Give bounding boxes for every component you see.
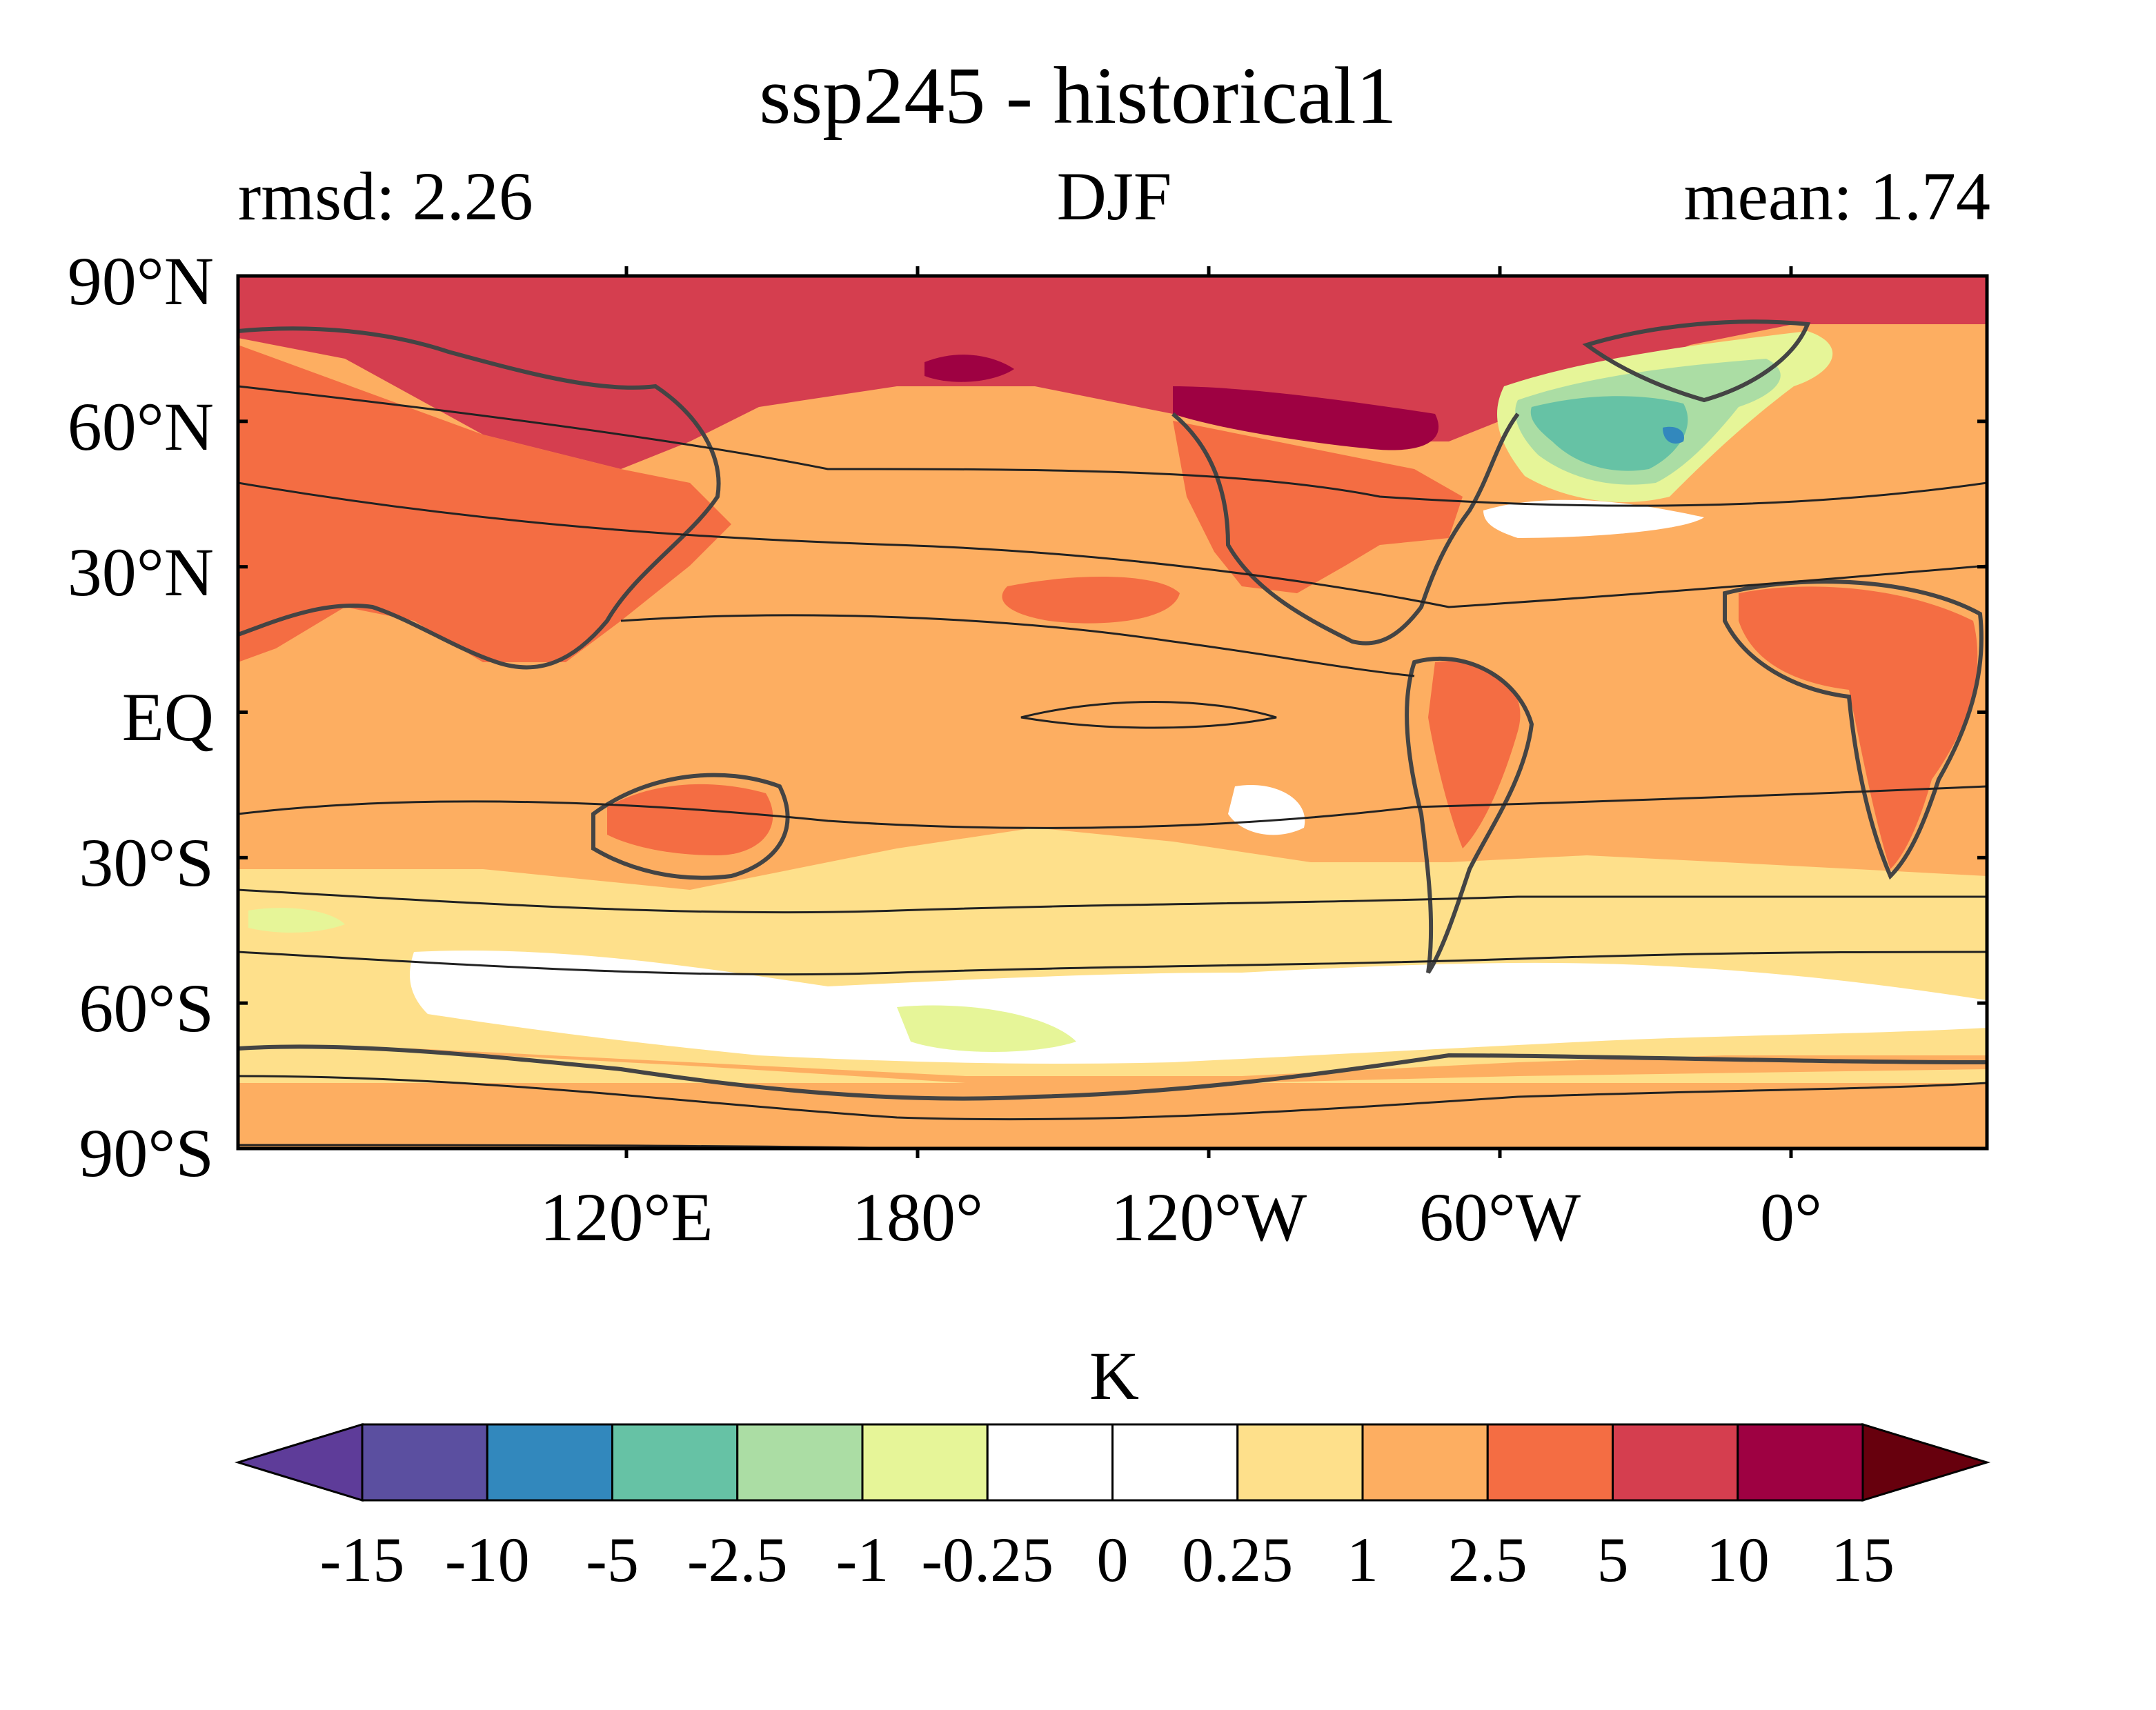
longitude-ticks (624, 266, 1793, 1158)
anomaly-field (238, 276, 1987, 1149)
near-zero-patch (1483, 499, 1704, 538)
north-atlantic-strong-cooling (1530, 396, 1688, 471)
contour-line (238, 888, 1987, 914)
colorbar-tick-label: 1 (1347, 1524, 1378, 1595)
colorbar-bin (1486, 1423, 1614, 1502)
colorbar-tick-label: 5 (1596, 1524, 1629, 1595)
colorbar-bin (736, 1423, 864, 1502)
contours (238, 385, 1987, 1149)
australia-warming (607, 784, 773, 855)
colorbar-tick-label: 2.5 (1447, 1524, 1527, 1595)
lat-label-90n: 90°N (67, 243, 214, 319)
colorbar-bin (1737, 1423, 1864, 1502)
colorbar-tick-label: 0 (1096, 1524, 1129, 1595)
colorbar-bin (1236, 1423, 1364, 1502)
south-america-warming (1428, 661, 1521, 848)
lat-label-90s: 90°S (79, 1115, 214, 1191)
latitude-ticks (238, 274, 1987, 1151)
antarctic-edge (238, 1042, 1987, 1083)
colorbar-tick-label: -1 (835, 1524, 889, 1595)
colorbar-bin (1361, 1423, 1489, 1502)
coastline-greenland (1582, 319, 1811, 403)
lon-label-0: 0° (1760, 1179, 1822, 1255)
colorbar-tick-label: 0.25 (1182, 1524, 1294, 1595)
lat-label-30s: 30°S (79, 824, 214, 901)
strong-warming-region (1173, 386, 1439, 450)
slight-cooling-patch (897, 1005, 1076, 1052)
lon-label-120w: 120°W (1110, 1179, 1307, 1255)
lat-label-60s: 60°S (79, 970, 214, 1046)
colorbar-bin (1612, 1423, 1739, 1502)
colorbar-tick-label: 15 (1831, 1524, 1895, 1595)
africa-warming (1739, 586, 1978, 869)
colorbar-bin (1111, 1423, 1239, 1502)
colorbar-bin (611, 1423, 739, 1502)
colorbar-bin (861, 1423, 989, 1502)
arctic-warming-region (238, 276, 1987, 469)
coastline-antarctica (238, 1044, 1987, 1101)
coastline-north-america (1171, 412, 1520, 646)
colorbar-bin (986, 1423, 1114, 1502)
eurasia-warming (238, 345, 731, 662)
rmsd-label: rmsd: 2.26 (238, 158, 533, 235)
season-label: DJF (1056, 158, 1172, 235)
contour-line (620, 614, 1415, 677)
mean-label: mean: 1.74 (1683, 158, 1990, 235)
lat-label-30n: 30°N (67, 534, 214, 610)
colorbar (234, 1422, 1991, 1502)
lat-label-60n: 60°N (67, 388, 214, 465)
slight-cooling-patch (248, 908, 345, 933)
colorbar-tick-label: -0.25 (921, 1524, 1054, 1595)
lon-label-60w: 60°W (1418, 1179, 1581, 1255)
contour-line (238, 785, 1987, 829)
coastline-south-america (1405, 656, 1534, 974)
colorbar-tick-label: -2.5 (686, 1524, 788, 1595)
colorbar-min-extension (234, 1422, 364, 1502)
lon-label-180: 180° (852, 1179, 983, 1255)
strong-warming-region (924, 355, 1014, 382)
coastline-africa (1723, 579, 1984, 880)
colorbar-tick-label: -5 (586, 1524, 639, 1595)
plot-title: ssp245 - historical1 (759, 50, 1397, 141)
colorbar-tick-label: -10 (444, 1524, 530, 1595)
colorbar-max-extension (1861, 1422, 1991, 1502)
contour-line (238, 951, 1987, 976)
colorbar-bin (486, 1423, 613, 1502)
pacific-warming-patch (1002, 577, 1180, 624)
contour-line (1020, 701, 1277, 729)
lon-label-120e: 120°E (540, 1179, 713, 1255)
contour-line (238, 1075, 1987, 1121)
near-zero-band (410, 951, 1987, 1064)
contour-line (238, 481, 1987, 608)
coastline-australia (591, 773, 790, 880)
north-atlantic-deep-cooling (1663, 426, 1684, 444)
colorbar-tick-label: 10 (1705, 1524, 1770, 1595)
colorbar-unit-label: K (1089, 1338, 1140, 1414)
coastline-eurasia (238, 326, 721, 670)
coastlines (238, 319, 1987, 1101)
colorbar-tick-label: -15 (319, 1524, 405, 1595)
lat-label-eq: EQ (121, 679, 214, 755)
north-america-warming (1173, 421, 1463, 593)
contour-line (238, 385, 1987, 507)
colorbar-bin (361, 1423, 488, 1502)
